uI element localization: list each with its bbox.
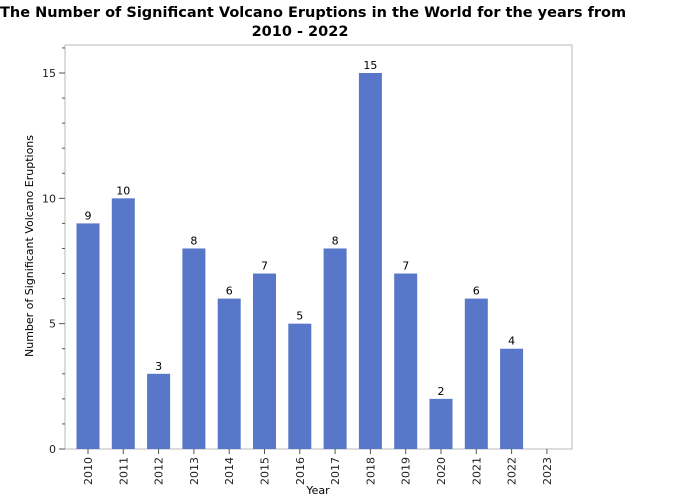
data-label: 15 [363, 59, 377, 72]
chart-title: The Number of Significant Volcano Erupti… [0, 4, 627, 42]
chart-title-line-2: 2010 - 2022 [251, 24, 349, 40]
x-axis-title: Year [305, 484, 330, 497]
y-tick-label: 10 [42, 192, 56, 205]
data-label: 3 [155, 360, 162, 373]
x-axis: 2010 2011 2012 2013 2014 2015 2016 2017 2018 2019… [82, 449, 554, 485]
x-tick-label: 2021 [470, 457, 483, 485]
chart-title-line-1: The Number of Significant Volcano Erupti… [0, 5, 627, 21]
x-tick-label: 2020 [435, 457, 448, 485]
y-tick-label: 0 [49, 443, 56, 456]
bar [429, 398, 453, 449]
data-label: 7 [261, 260, 268, 273]
data-label: 6 [226, 285, 233, 298]
bar [394, 273, 418, 449]
bar [500, 348, 524, 449]
data-label: 7 [402, 260, 409, 273]
bars: 9 10 3 8 6 7 5 8 15 7 2 6 4 [76, 59, 524, 449]
bar [464, 298, 488, 449]
data-label: 9 [85, 209, 92, 222]
y-tick-label: 5 [49, 318, 56, 331]
bar [323, 248, 347, 449]
data-label: 2 [438, 385, 445, 398]
x-tick-label: 2012 [153, 457, 166, 485]
y-tick-label: 15 [42, 67, 56, 80]
data-label: 6 [473, 285, 480, 298]
bar [147, 373, 171, 449]
x-tick-label: 2022 [506, 457, 519, 485]
y-axis-title: Number of Significant Volcano Eruptions [23, 135, 36, 357]
x-tick-label: 2019 [400, 457, 413, 485]
data-label: 5 [296, 310, 303, 323]
data-label: 8 [190, 234, 197, 247]
data-label: 4 [508, 335, 515, 348]
plot-frame [64, 44, 573, 450]
bar [76, 223, 100, 449]
x-tick-label: 2017 [329, 457, 342, 485]
x-tick-label: 2011 [117, 457, 130, 485]
bar [182, 248, 206, 449]
bar [253, 273, 276, 449]
data-label: 10 [116, 184, 130, 197]
x-tick-label: 2023 [541, 457, 554, 485]
x-tick-label: 2015 [259, 457, 272, 485]
x-tick-label: 2016 [294, 457, 307, 485]
y-axis: 0 5 10 15 [42, 47, 65, 456]
x-tick-label: 2014 [223, 457, 236, 485]
x-tick-label: 2018 [364, 457, 377, 485]
data-label: 8 [332, 234, 339, 247]
bar [358, 73, 382, 449]
bar [111, 198, 135, 449]
x-tick-label: 2013 [188, 457, 201, 485]
x-tick-label: 2010 [82, 457, 95, 485]
bar [217, 298, 241, 449]
bar [288, 323, 312, 449]
